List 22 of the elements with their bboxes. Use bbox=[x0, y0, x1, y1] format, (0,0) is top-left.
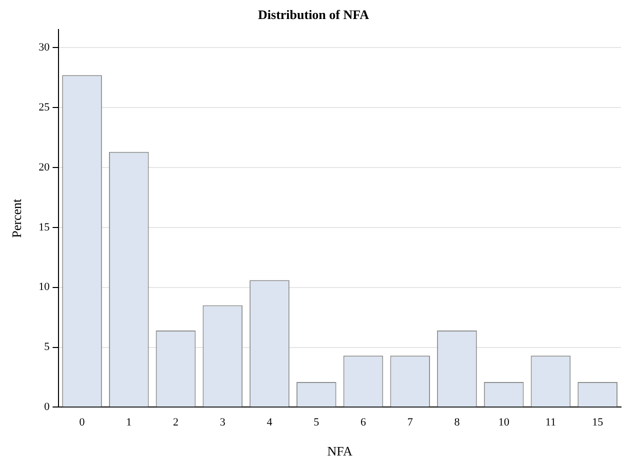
x-tick-label: 8 bbox=[454, 416, 460, 429]
x-tick-label: 3 bbox=[220, 416, 226, 429]
x-axis-title: NFA bbox=[327, 444, 353, 459]
y-tick-label: 20 bbox=[38, 161, 50, 174]
x-tick-label: 2 bbox=[173, 416, 179, 429]
x-tick-label: 11 bbox=[545, 416, 556, 429]
x-tick-label: 10 bbox=[498, 416, 510, 429]
x-tick-label: 4 bbox=[266, 416, 273, 429]
y-tick-label: 25 bbox=[38, 101, 50, 114]
y-tick-label: 15 bbox=[38, 221, 50, 234]
x-tick-label: 7 bbox=[407, 416, 414, 429]
chart-title: Distribution of NFA bbox=[258, 7, 370, 22]
x-tick-label: 5 bbox=[314, 416, 320, 429]
y-tick-label: 0 bbox=[44, 401, 50, 414]
x-tick-label: 6 bbox=[360, 416, 366, 429]
y-tick-label: 10 bbox=[38, 281, 50, 294]
x-tick-label: 1 bbox=[126, 416, 132, 429]
y-tick-label: 30 bbox=[38, 41, 50, 54]
x-tick-label: 0 bbox=[79, 416, 86, 429]
y-axis-title: Percent bbox=[9, 198, 24, 238]
x-tick-label: 15 bbox=[592, 416, 604, 429]
y-tick-label: 5 bbox=[44, 341, 50, 354]
